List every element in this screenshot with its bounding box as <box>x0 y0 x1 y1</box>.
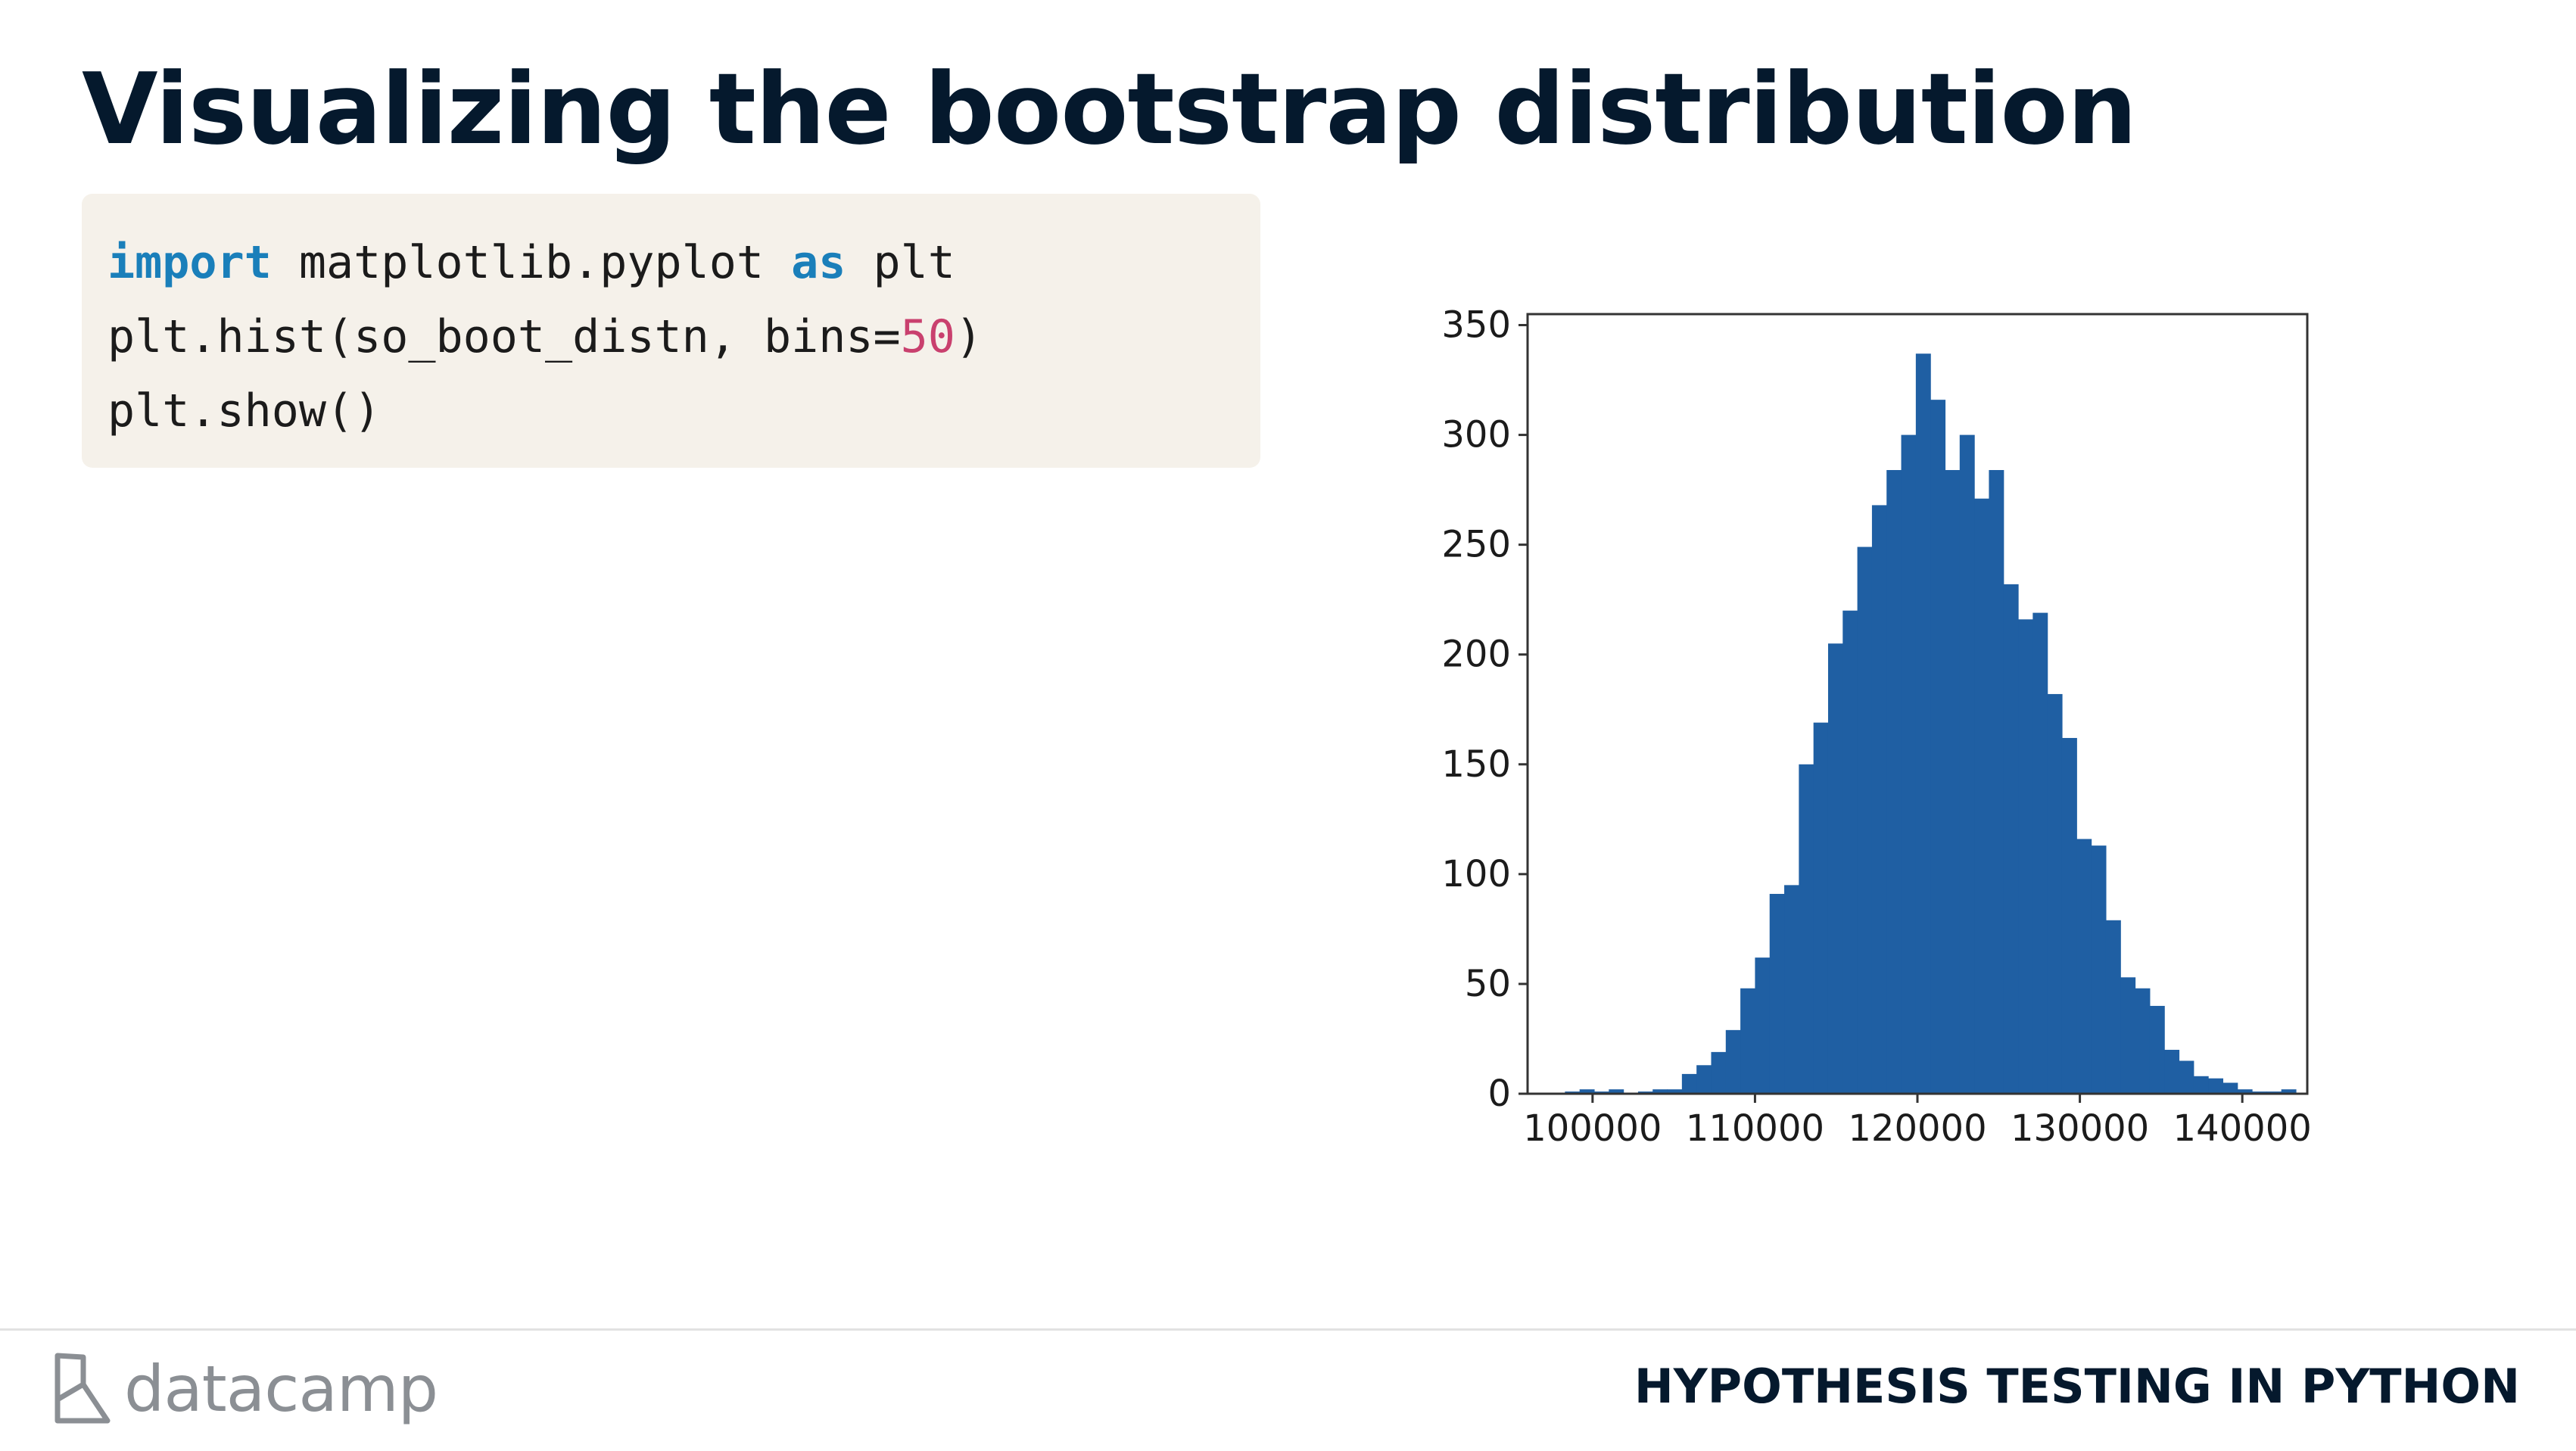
histogram-bar <box>1799 764 1814 1094</box>
histogram-bar <box>2076 839 2092 1094</box>
histogram-bar <box>1842 610 1858 1094</box>
histogram-bar <box>2179 1060 2194 1094</box>
histogram-bar <box>2047 693 2063 1094</box>
y-tick-label: 100 <box>1441 853 1511 895</box>
code-line-2: plt.hist(so_boot_distn, bins=50) <box>107 300 1260 374</box>
histogram-bar <box>2193 1076 2209 1094</box>
slide-title: Visualizing the bootstrap distribution <box>82 51 2137 167</box>
code-block: import matplotlib.pyplot as plt plt.hist… <box>82 194 1260 468</box>
histogram-bar <box>2135 988 2151 1094</box>
histogram-bar <box>1740 988 1756 1094</box>
code-line-1: import matplotlib.pyplot as plt <box>107 226 1260 300</box>
histogram-bar <box>2003 584 2019 1094</box>
code-keyword-import: import <box>107 236 272 289</box>
histogram-chart: 0 50 100 150 200 250 300 350 100000 110000 120000… <box>1441 304 2312 1150</box>
histogram-bar <box>1945 470 1961 1094</box>
code-text: matplotlib.pyplot <box>271 236 792 289</box>
histogram-bar <box>1755 957 1771 1094</box>
y-tick-label: 50 <box>1465 963 1511 1005</box>
histogram-bar <box>2237 1089 2253 1094</box>
y-tick-label: 0 <box>1487 1073 1511 1115</box>
histogram-bar <box>1930 400 1946 1094</box>
histogram-bar <box>1871 505 1887 1094</box>
footer-divider <box>0 1328 2576 1331</box>
histogram-bar <box>1725 1029 1741 1094</box>
histogram-bar <box>1974 498 1990 1094</box>
histogram-bar <box>1857 546 1873 1094</box>
x-axis: 100000 110000 120000 130000 140000 <box>1523 1094 2312 1150</box>
y-axis: 0 50 100 150 200 250 300 350 <box>1441 304 1528 1115</box>
y-tick-label: 350 <box>1441 304 1511 347</box>
histogram-bar <box>1901 434 1917 1094</box>
y-tick-label: 250 <box>1441 524 1511 566</box>
histogram-bar <box>1915 353 1931 1094</box>
histogram-bar <box>2032 612 2048 1094</box>
code-number: 50 <box>900 310 955 363</box>
y-tick-label: 200 <box>1441 634 1511 676</box>
histogram-bar <box>1827 643 1843 1094</box>
histogram-bar <box>1667 1089 1683 1094</box>
x-tick-label: 130000 <box>2011 1107 2149 1150</box>
histogram-bar <box>2281 1089 2297 1094</box>
code-text: plt <box>846 236 955 289</box>
histogram-bar <box>1711 1051 1727 1094</box>
histogram-bar <box>2018 619 2033 1094</box>
histogram-bar <box>1609 1089 1624 1094</box>
histogram-bar <box>2105 920 2121 1094</box>
histogram-bar <box>1652 1089 1668 1094</box>
histogram-bars <box>1565 353 2297 1094</box>
histogram-bar <box>2222 1082 2238 1094</box>
datacamp-logo-icon <box>55 1353 111 1424</box>
code-text: plt.show() <box>107 385 382 437</box>
histogram-bar <box>2061 737 2077 1094</box>
code-keyword-as: as <box>791 236 846 289</box>
code-text: plt.hist(so_boot_distn, bins= <box>107 310 901 363</box>
y-tick-label: 150 <box>1441 743 1511 786</box>
course-title: HYPOTHESIS TESTING IN PYTHON <box>1634 1359 2520 1414</box>
y-tick-label: 300 <box>1441 414 1511 456</box>
histogram-bar <box>1696 1065 1712 1094</box>
histogram-bar <box>1989 470 2004 1094</box>
code-line-3: plt.show() <box>107 374 1260 448</box>
x-tick-label: 100000 <box>1523 1107 1662 1150</box>
brand-name: datacamp <box>124 1352 438 1426</box>
histogram-bar <box>2164 1049 2180 1094</box>
x-tick-label: 120000 <box>1848 1107 1986 1150</box>
histogram-bar <box>1784 885 1799 1094</box>
histogram-bar <box>1579 1089 1595 1094</box>
histogram-bar <box>1813 722 1829 1094</box>
histogram-bar <box>1769 893 1785 1094</box>
code-text: ) <box>955 310 983 363</box>
histogram-bar <box>1681 1073 1697 1094</box>
histogram-bar <box>2149 1005 2165 1094</box>
datacamp-logo: datacamp <box>53 1347 438 1431</box>
histogram-bar <box>2091 845 2107 1094</box>
histogram-bar <box>2208 1078 2224 1094</box>
histogram-bar <box>1959 434 1975 1094</box>
x-tick-label: 110000 <box>1686 1107 1824 1150</box>
x-tick-label: 140000 <box>2173 1107 2312 1150</box>
histogram-bar <box>1886 470 1902 1094</box>
histogram-bar <box>2120 977 2136 1094</box>
